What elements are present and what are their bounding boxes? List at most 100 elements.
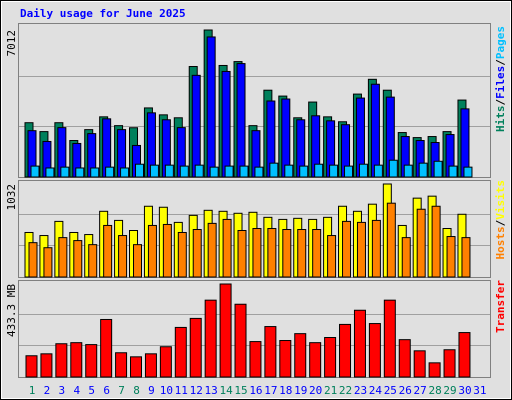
bar <box>75 167 85 178</box>
bar <box>344 165 354 178</box>
legend-entry: Hosts <box>494 226 507 259</box>
bar <box>103 224 113 278</box>
bar <box>149 164 159 178</box>
legend-entry: Pages <box>494 26 507 59</box>
bar <box>358 163 368 178</box>
bar <box>446 236 456 278</box>
bar <box>339 323 352 378</box>
x-tick-label: 23 <box>354 384 367 397</box>
bar <box>342 220 352 278</box>
x-tick-label: 28 <box>428 384 441 397</box>
bar <box>386 202 396 278</box>
y-tick-label: 433.3 MB <box>5 284 18 337</box>
x-tick-label: 18 <box>279 384 292 397</box>
bar <box>164 164 174 178</box>
x-tick-label: 25 <box>384 384 397 397</box>
bar <box>356 221 366 278</box>
x-tick-label: 13 <box>205 384 218 397</box>
bar <box>234 303 247 378</box>
panel-frame <box>18 280 491 378</box>
legend-entry: Visits <box>494 180 507 220</box>
x-tick-label: 5 <box>88 384 95 397</box>
bar <box>309 342 322 378</box>
y-tick-label: 1032 <box>5 184 18 211</box>
bar <box>144 353 157 378</box>
bar <box>206 36 216 178</box>
bar <box>237 230 247 278</box>
bar <box>413 350 426 378</box>
legend: Hits/Files/Pages <box>494 26 507 132</box>
x-tick-label: 31 <box>473 384 486 397</box>
x-tick-label: 14 <box>219 384 233 397</box>
bar <box>383 299 396 378</box>
x-tick-label: 1 <box>29 384 36 397</box>
bar <box>25 355 38 378</box>
legend-entry: Hits <box>494 106 507 133</box>
bar <box>100 318 113 378</box>
x-tick-label: 3 <box>59 384 66 397</box>
bar <box>177 231 187 278</box>
legend: Transfer <box>494 280 507 333</box>
bar <box>327 235 337 278</box>
bar <box>207 222 217 278</box>
x-tick-label: 26 <box>399 384 412 397</box>
bar <box>30 165 40 178</box>
bar <box>219 283 232 378</box>
bar <box>284 164 294 178</box>
bar <box>70 342 83 378</box>
bar <box>120 167 130 178</box>
bar <box>297 229 307 278</box>
bar <box>388 159 398 178</box>
bar <box>461 237 471 278</box>
bar <box>370 83 380 178</box>
x-tick-label: 9 <box>148 384 155 397</box>
bar <box>118 235 128 278</box>
bar <box>239 165 249 178</box>
x-tick-label: 12 <box>190 384 203 397</box>
bar <box>236 63 246 178</box>
bar <box>159 346 172 378</box>
bar <box>463 166 473 178</box>
bar <box>88 244 98 278</box>
bar <box>133 244 143 278</box>
bar <box>279 340 292 378</box>
x-tick-label: 11 <box>175 384 188 397</box>
bar <box>58 237 68 278</box>
bar <box>45 167 55 178</box>
bar <box>416 208 426 278</box>
bar <box>267 228 277 278</box>
x-tick-label: 2 <box>44 384 51 397</box>
x-tick-label: 19 <box>294 384 307 397</box>
bar <box>329 164 339 178</box>
bar <box>282 229 292 278</box>
bar <box>254 166 264 178</box>
bar <box>73 240 83 278</box>
bar <box>135 163 145 178</box>
bar <box>368 323 381 378</box>
bar <box>85 344 98 378</box>
bar <box>130 356 143 378</box>
legend-separator: / <box>494 99 507 106</box>
bar <box>194 164 204 178</box>
x-tick-label: 7 <box>118 384 125 397</box>
x-tick-label: 30 <box>458 384 471 397</box>
bar <box>221 70 231 178</box>
bar <box>269 162 279 178</box>
bar <box>43 247 53 278</box>
bar <box>90 167 100 178</box>
bar <box>40 353 53 378</box>
bar <box>189 317 202 378</box>
x-tick-label: 20 <box>309 384 322 397</box>
bar <box>28 242 38 278</box>
bar <box>428 362 441 378</box>
x-tick-label: 24 <box>369 384 383 397</box>
legend: Hosts/Visits <box>494 180 507 260</box>
bar <box>403 164 413 178</box>
bar <box>418 162 428 178</box>
x-tick-label: 15 <box>234 384 247 397</box>
bar <box>299 165 309 178</box>
x-tick-label: 22 <box>339 384 352 397</box>
bar <box>162 223 172 278</box>
